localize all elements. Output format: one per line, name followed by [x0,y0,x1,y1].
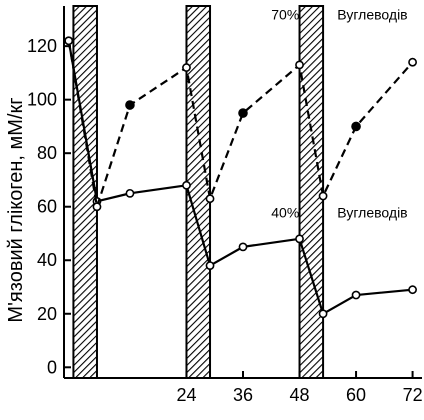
y-tick-label-40: 40 [37,250,57,270]
x-tick-label-72: 72 [403,385,423,405]
y-tick-label-120: 120 [27,36,57,56]
data-point-2-9 [351,121,361,132]
y-tick-label-20: 20 [37,304,57,324]
data-point-2-6 [238,108,248,118]
annotation-bg-2 [335,5,420,24]
annotations: 70% Вуглеводів 40% Вуглеводів [269,5,420,222]
annotation-bg-3 [269,203,298,222]
data-point-1-3 [125,188,135,198]
annotation-1: 70% [271,6,299,22]
series-group: 12 [64,36,417,319]
y-axis-title: М'язовий глікоген, мМ/кг [5,97,27,322]
data-point-2-8 [318,191,328,201]
data-point-1-5 [205,261,215,270]
exercise-bands [72,5,325,379]
x-tick-label-48: 48 [290,385,310,405]
data-point-1-4 [182,180,191,190]
annotation-3: 40% [271,204,299,220]
annotation-4: Вуглеводів [337,204,407,220]
ticks: 0 20 40 60 80 100 120 24 36 48 60 72 [27,36,423,405]
y-tick-label-60: 60 [37,197,57,217]
series-line-2 [67,40,414,208]
data-point-2-3 [125,100,135,110]
data-point-2-7 [295,60,304,70]
y-tick-label-0: 0 [47,357,57,377]
x-tick-label-60: 60 [346,385,366,405]
data-point-2-10 [408,57,417,67]
axes [63,6,422,379]
annotation-2: Вуглеводів [337,6,407,22]
y-tick-label-100: 100 [27,90,57,110]
data-point-1-9 [351,290,361,300]
data-point-1-8 [318,309,328,319]
exercise-band-2 [185,5,212,379]
x-tick-label-24: 24 [176,385,196,405]
exercise-band-1 [72,5,98,379]
series-line-1 [67,40,413,315]
x-tick-label-36: 36 [233,385,253,405]
data-point-1-10 [408,285,417,295]
data-point-2-4 [182,63,191,72]
data-point-2-1 [64,36,74,46]
exercise-band-3 [298,5,325,379]
annotation-bg-1 [269,5,298,24]
annotation-bg-4 [335,203,420,222]
data-point-1-7 [295,234,304,244]
data-point-1-6 [238,242,248,252]
data-point-2-5 [205,194,215,204]
data-point-2-2 [92,202,102,212]
y-tick-label-80: 80 [37,143,57,163]
